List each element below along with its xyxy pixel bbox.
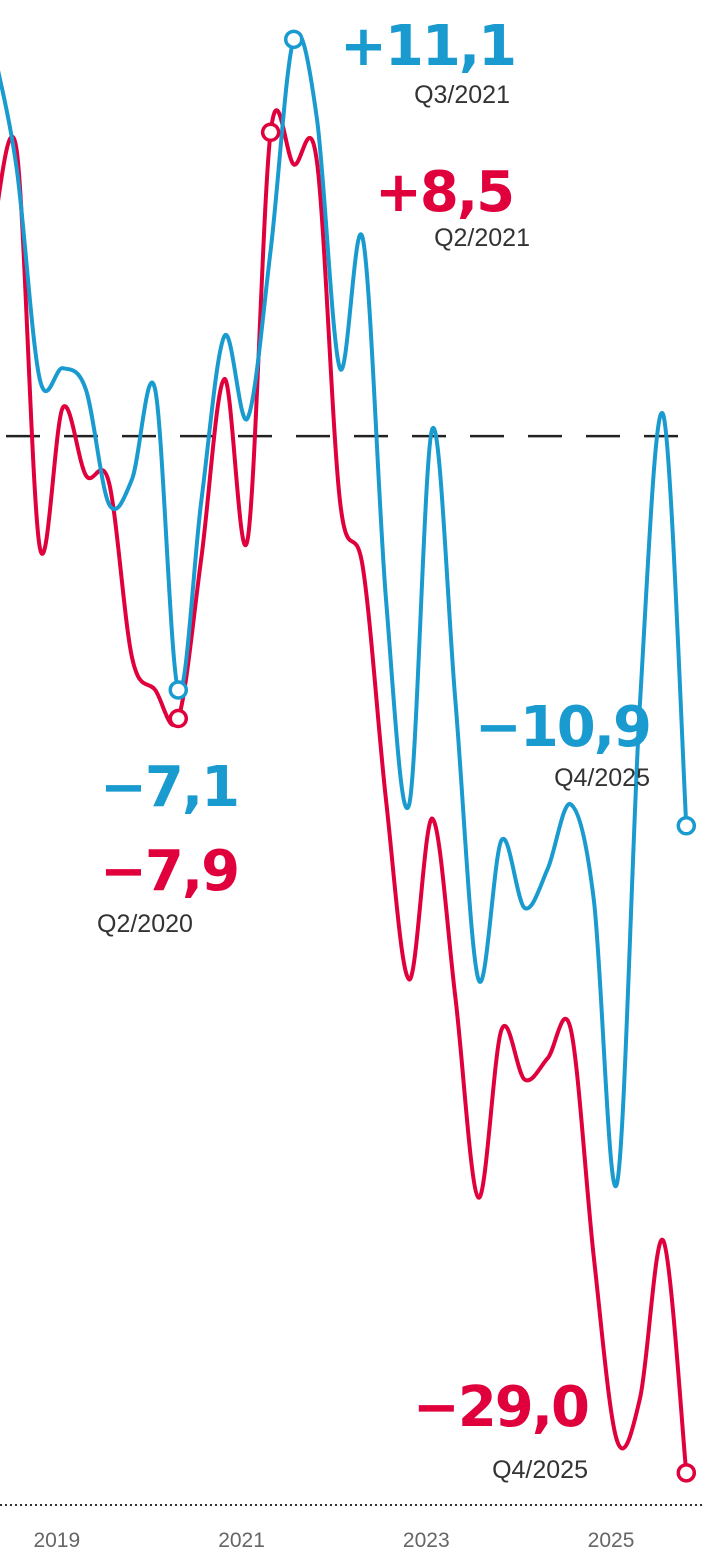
highlight-point xyxy=(260,122,281,143)
value-label: −7,9 xyxy=(100,839,238,904)
highlight-point xyxy=(676,816,697,836)
value-label: −7,1 xyxy=(100,755,238,820)
date-label: Q3/2021 xyxy=(414,81,510,109)
highlight-point xyxy=(283,29,304,50)
value-label: −10,9 xyxy=(475,695,650,760)
highlight-point xyxy=(168,680,189,700)
x-tick-label: 2023 xyxy=(403,1529,450,1551)
date-label: Q4/2025 xyxy=(492,1456,588,1484)
x-tick-label: 2021 xyxy=(218,1529,265,1551)
x-tick-label: 2019 xyxy=(33,1529,80,1551)
line-series xyxy=(0,31,689,1189)
date-label: Q4/2025 xyxy=(554,764,650,792)
value-label: +8,5 xyxy=(375,160,513,225)
value-label: +11,1 xyxy=(340,14,515,79)
date-label: Q2/2021 xyxy=(434,224,530,252)
highlight-point xyxy=(168,708,189,729)
line-series xyxy=(0,108,689,1474)
value-label: −29,0 xyxy=(413,1375,588,1440)
date-label: Q2/2020 xyxy=(97,910,193,938)
highlight-point xyxy=(676,1463,697,1483)
x-tick-label: 2025 xyxy=(588,1529,635,1551)
